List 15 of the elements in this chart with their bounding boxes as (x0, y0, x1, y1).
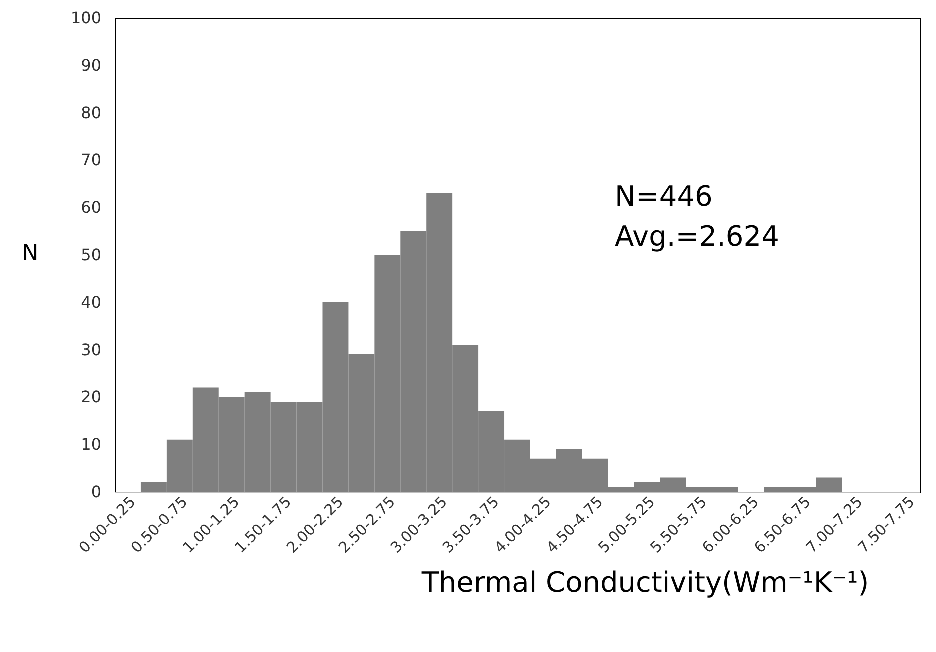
y-tick-label: 50 (81, 246, 102, 264)
y-tick-label: 30 (81, 340, 102, 360)
annotation: Avg.=2.624 (615, 220, 780, 253)
y-tick-label: 80 (81, 103, 102, 122)
y-tick-label: 20 (81, 388, 102, 407)
y-tick-label: 70 (81, 150, 102, 170)
y-tick-label: 40 (81, 292, 102, 312)
y-axis-title: N (22, 242, 39, 266)
annotation: N=446 (615, 180, 713, 213)
y-tick-label: 60 (81, 198, 102, 218)
y-tick-label: 10 (81, 435, 102, 454)
y-tick-label: 100 (70, 8, 102, 28)
x-axis-title: Thermal Conductivity(Wm⁻¹K⁻¹) (420, 566, 870, 600)
y-tick-label: 0 (91, 482, 102, 502)
y-tick-label: 90 (81, 56, 102, 75)
